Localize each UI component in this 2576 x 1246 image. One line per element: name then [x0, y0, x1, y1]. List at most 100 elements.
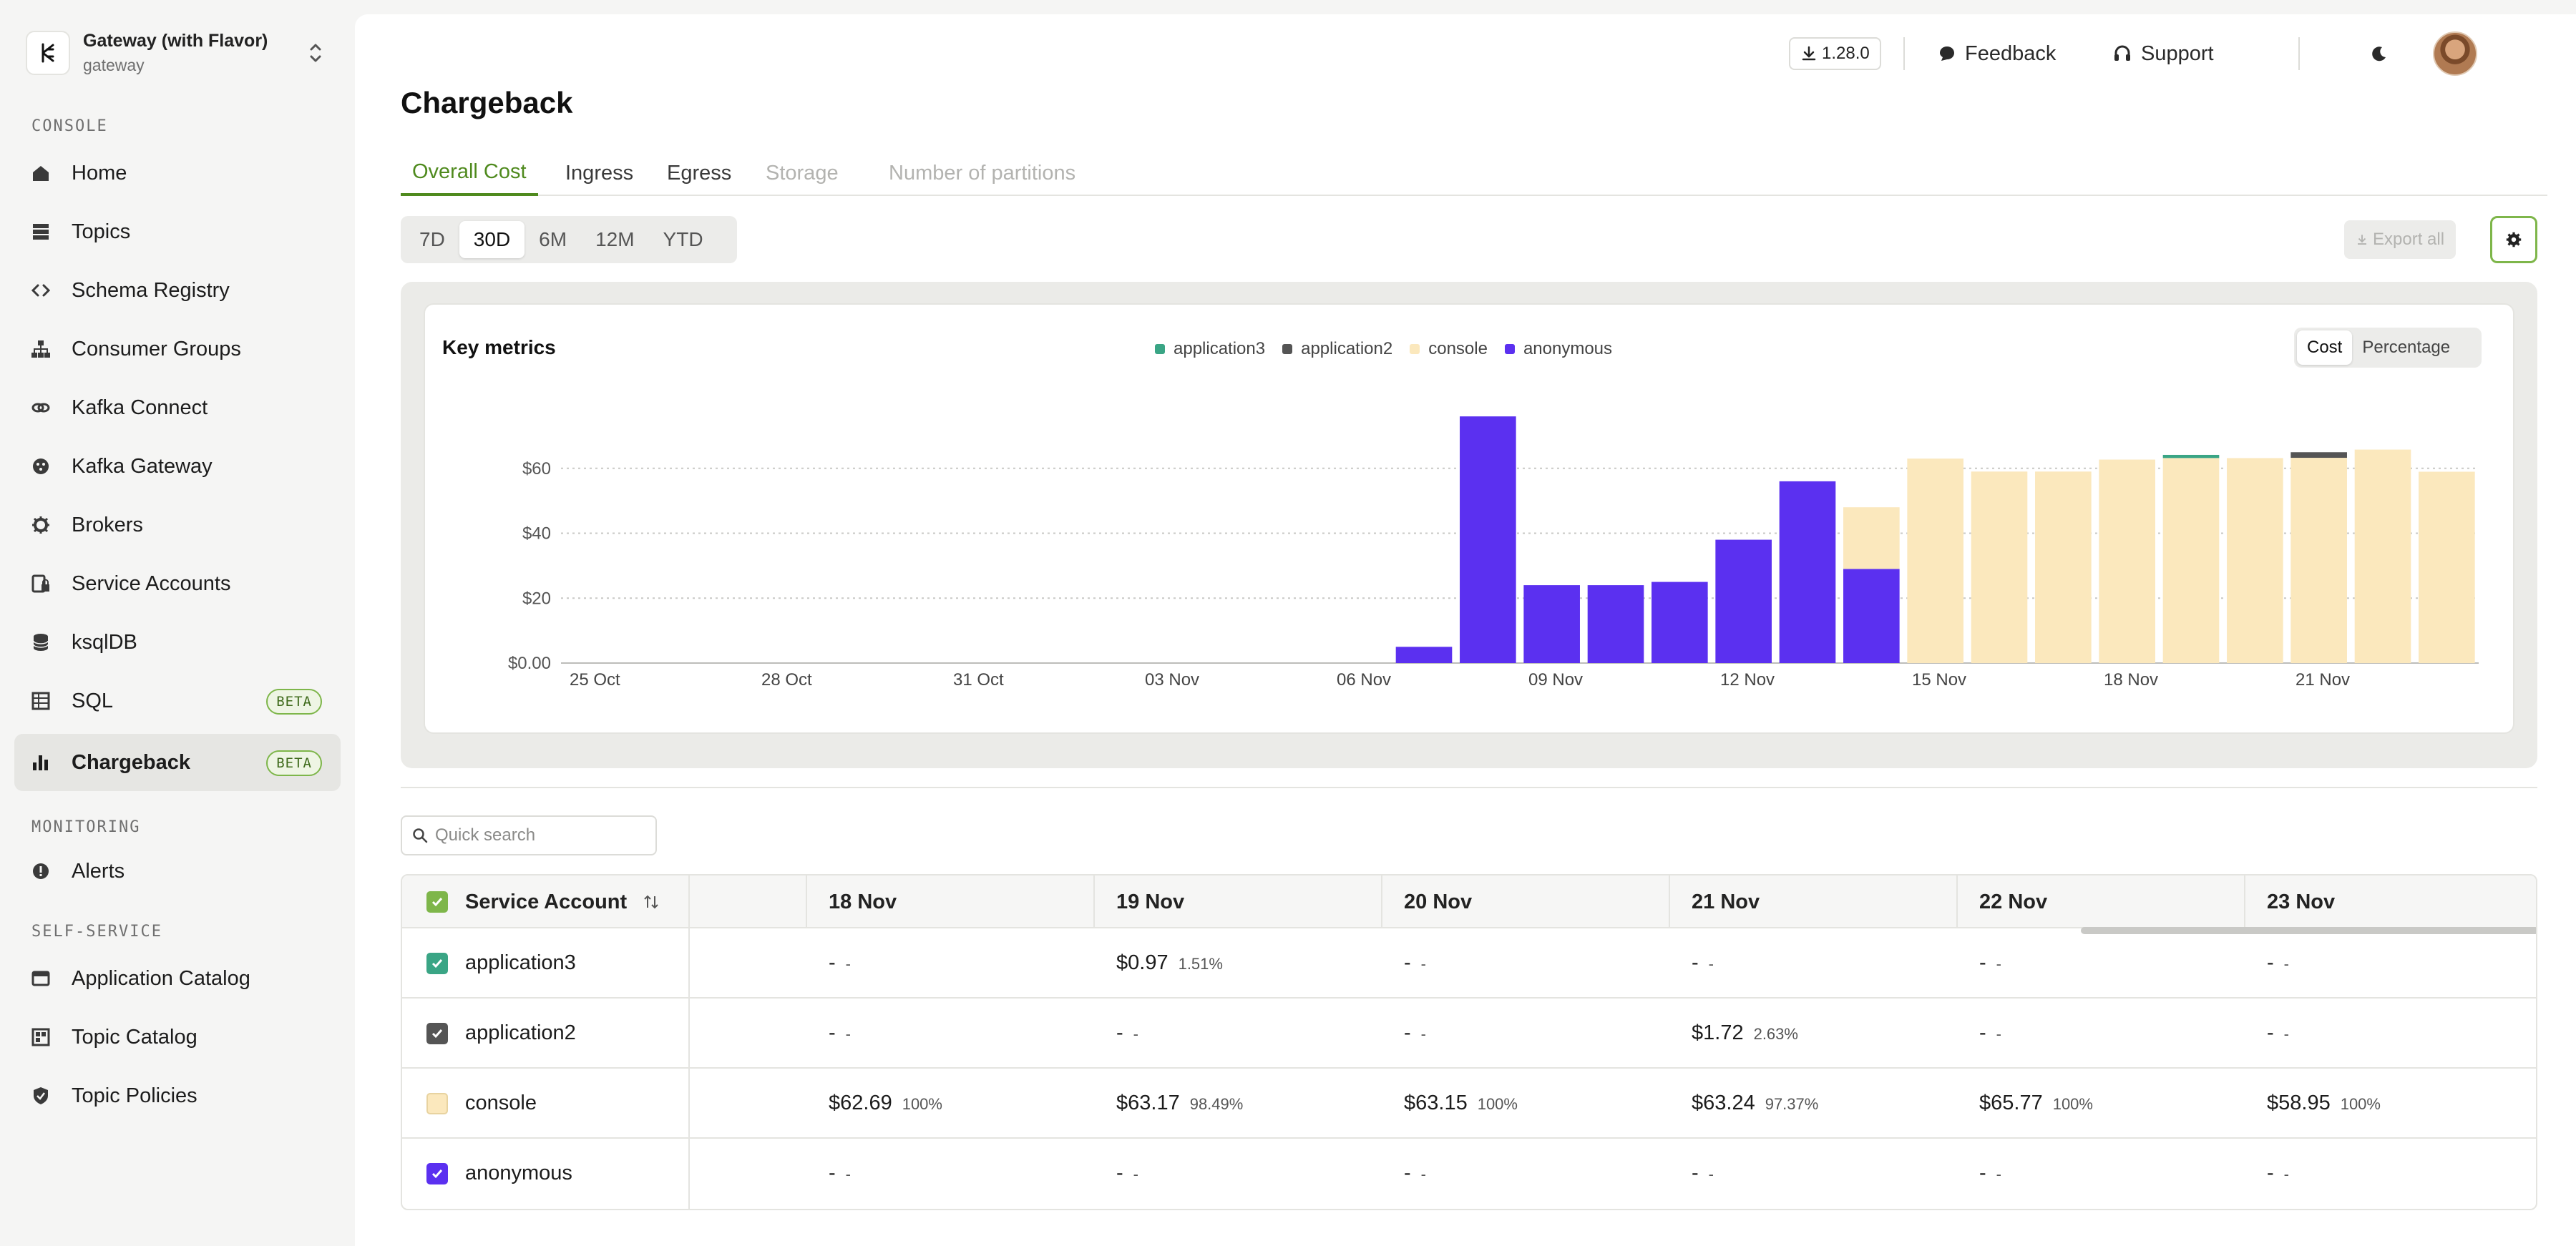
horizontal-scrollbar[interactable] — [2081, 927, 2536, 934]
section-self-service: SELF-SERVICE — [31, 923, 162, 941]
cost-percent: - — [1996, 955, 2001, 973]
search-input[interactable] — [435, 825, 650, 845]
cost-cell: $63.17 98.49% — [1116, 1092, 1243, 1115]
account-name: application2 — [465, 1021, 576, 1044]
legend-item-application2[interactable]: application2 — [1282, 339, 1392, 359]
legend-swatch — [1410, 344, 1420, 354]
sidebar-item-label: Topic Catalog — [72, 1025, 197, 1049]
range-30d[interactable]: 30D — [459, 221, 525, 258]
tab-storage: Storage — [766, 161, 839, 185]
sidebar-item-sql[interactable]: SQL BETA — [14, 672, 341, 730]
sidebar-item-kafka-gateway[interactable]: Kafka Gateway — [14, 438, 341, 495]
range-ytd[interactable]: YTD — [663, 228, 703, 250]
feedback-button[interactable]: Feedback — [1938, 37, 2056, 70]
sidebar-item-chargeback[interactable]: Chargeback BETA — [14, 734, 341, 791]
settings-button[interactable] — [2490, 216, 2537, 263]
legend-item-anonymous[interactable]: anonymous — [1504, 339, 1612, 359]
row-checkbox[interactable] — [426, 1023, 448, 1044]
time-range-selector: 7D 30D 6M 12M YTD — [401, 216, 737, 263]
version-button[interactable]: 1.28.0 — [1789, 37, 1881, 70]
sidebar-item-kafka-connect[interactable]: Kafka Connect — [14, 379, 341, 436]
row-checkbox[interactable] — [426, 953, 448, 974]
bar-console — [2099, 459, 2155, 663]
row-checkbox[interactable] — [426, 1093, 448, 1114]
x-tick-label: 21 Nov — [2296, 670, 2350, 690]
section-monitoring: MONITORING — [31, 818, 141, 836]
tab-ingress[interactable]: Ingress — [565, 161, 634, 185]
x-tick-label: 15 Nov — [1912, 670, 1966, 690]
cost-cell: -- — [1979, 1021, 2001, 1045]
cost-value: - — [829, 1021, 836, 1044]
quick-search[interactable] — [401, 815, 657, 855]
cost-cell: $0.97 1.51% — [1116, 951, 1223, 975]
toggle-cost[interactable]: Cost — [2297, 330, 2353, 365]
beta-badge: BETA — [266, 750, 322, 776]
x-tick-label: 06 Nov — [1337, 670, 1391, 690]
row-checkbox[interactable] — [426, 1163, 448, 1184]
cost-percent: - — [2283, 955, 2289, 973]
sidebar-item-schema-registry[interactable]: Schema Registry — [14, 262, 341, 319]
key-metrics-chart: $0.00 $20 $40 $60 25 Oct 28 Oct 31 Oct 03 Nov 06… — [508, 416, 2479, 690]
cost-percent: 100% — [1477, 1095, 1518, 1113]
cost-percent: - — [1708, 955, 1714, 973]
x-tick-label: 25 Oct — [570, 670, 620, 690]
sidebar-item-application-catalog[interactable]: Application Catalog — [14, 950, 341, 1007]
range-6m[interactable]: 6M — [539, 228, 567, 250]
sidebar-item-service-accounts[interactable]: Service Accounts — [14, 555, 341, 612]
account-name: anonymous — [465, 1162, 572, 1184]
sidebar-item-topics[interactable]: Topics — [14, 203, 341, 260]
sidebar-item-label: Consumer Groups — [72, 337, 241, 360]
sidebar-item-topic-policies[interactable]: Topic Policies — [14, 1067, 341, 1124]
toggle-percentage[interactable]: Percentage — [2362, 338, 2451, 357]
sidebar-item-alerts[interactable]: Alerts — [14, 843, 341, 900]
workspace-switcher[interactable]: Gateway (with Flavor) gateway — [26, 26, 326, 80]
code-icon — [30, 280, 52, 301]
cost-percent: - — [1708, 1165, 1714, 1183]
sidebar-item-home[interactable]: Home — [14, 144, 341, 202]
cost-cell: -- — [1116, 1021, 1138, 1045]
sidebar-item-label: Brokers — [72, 513, 143, 536]
section-console: CONSOLE — [31, 117, 108, 135]
cost-value: $63.24 — [1692, 1092, 1755, 1114]
legend-item-console[interactable]: console — [1410, 339, 1488, 359]
tab-overall-cost[interactable]: Overall Cost — [401, 150, 538, 196]
select-all-checkbox[interactable] — [426, 891, 448, 913]
export-label: Export all — [2373, 230, 2445, 249]
cost-percent: - — [1996, 1165, 2001, 1183]
divider — [2298, 37, 2300, 70]
range-7d[interactable]: 7D — [419, 228, 445, 250]
avatar[interactable] — [2433, 31, 2477, 76]
x-tick-label: 28 Oct — [761, 670, 812, 690]
workspace-subtitle: gateway — [83, 56, 145, 74]
beta-badge: BETA — [266, 689, 322, 715]
sidebar-item-brokers[interactable]: Brokers — [14, 496, 341, 554]
sidebar-item-topic-catalog[interactable]: Topic Catalog — [14, 1009, 341, 1066]
y-tick-label: $40 — [522, 524, 551, 544]
sidebar-item-label: Kafka Gateway — [72, 454, 213, 478]
column-service-account[interactable]: Service Account — [465, 875, 660, 928]
sidebar-item-ksqldb[interactable]: ksqlDB — [14, 614, 341, 671]
column-divider — [688, 875, 690, 1209]
sidebar-item-label: Chargeback — [72, 750, 191, 774]
column-divider — [1093, 875, 1095, 928]
cost-value: $63.17 — [1116, 1092, 1180, 1114]
tab-number-of-partitions: Number of partitions — [889, 161, 1076, 185]
column-label: Service Account — [465, 890, 628, 913]
cost-value: - — [829, 1162, 836, 1184]
search-icon — [413, 828, 428, 843]
sort-icon[interactable] — [643, 893, 660, 911]
divider — [1903, 37, 1905, 70]
sidebar-item-consumer-groups[interactable]: Consumer Groups — [14, 320, 341, 378]
support-button[interactable]: Support — [2112, 37, 2214, 70]
theme-toggle-button[interactable] — [2370, 37, 2397, 70]
legend-item-application3[interactable]: application3 — [1155, 339, 1265, 359]
grid-icon — [30, 1026, 52, 1048]
export-all-button[interactable]: Export all — [2344, 220, 2457, 259]
sidebar-item-label: Home — [72, 161, 127, 185]
range-12m[interactable]: 12M — [595, 228, 635, 250]
legend-swatch — [1155, 344, 1165, 354]
tab-egress[interactable]: Egress — [667, 161, 732, 185]
column-date: 21 Nov — [1692, 890, 1760, 913]
sidebar-item-label: Service Accounts — [72, 572, 231, 595]
column-date: 19 Nov — [1116, 890, 1185, 913]
